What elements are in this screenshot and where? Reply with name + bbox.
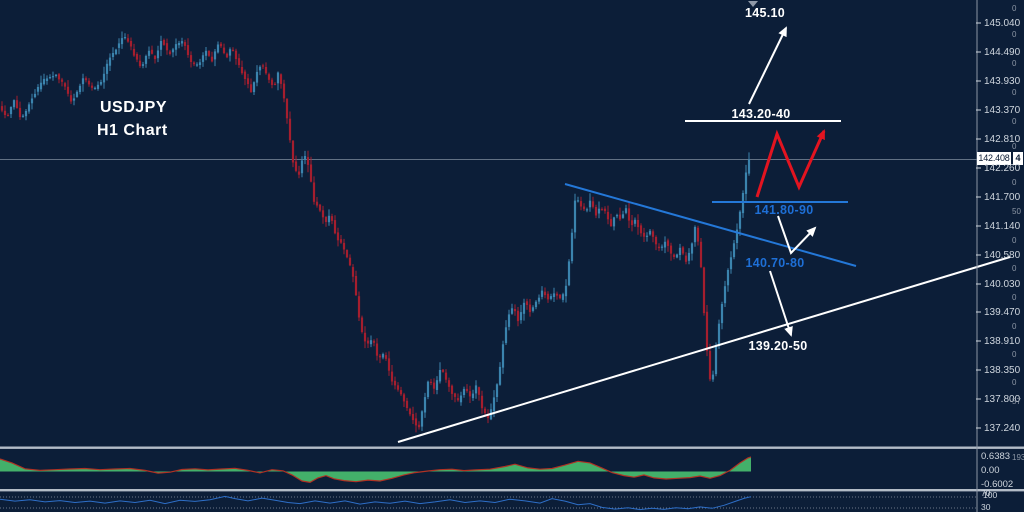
price-axis-label: 140.030 <box>984 279 1021 290</box>
annotation-zone-139: 139.20-50 <box>748 339 808 353</box>
stoch-level-70: 70 <box>981 488 991 498</box>
bid-price-box: 142.408 <box>977 152 1011 165</box>
annotation-target-145: 145.10 <box>744 6 786 20</box>
axis-edge-fragment: 193 <box>1012 453 1024 462</box>
annotation-zone-143: 143.20-40 <box>731 107 791 121</box>
axis-edge-fragment: 0 <box>1012 236 1017 245</box>
axis-edge-fragment: 0 <box>1012 350 1017 359</box>
axis-edge-fragment: 0 <box>1012 378 1017 387</box>
timeframe-label: H1 Chart <box>97 122 168 139</box>
price-axis-label: 141.140 <box>984 221 1021 232</box>
price-axis-label: 139.470 <box>984 307 1021 318</box>
axis-edge-fragment: 0 <box>1012 178 1017 187</box>
axis-edge-fragment: 57 <box>1012 397 1021 406</box>
stoch-level-30: 30 <box>981 502 991 512</box>
annotation-zone-141: 141.80-90 <box>754 203 814 217</box>
annotation-zone-140: 140.70-80 <box>745 256 805 270</box>
bid-subdigit-box: 4 <box>1013 152 1023 165</box>
axis-edge-fragment: 0 <box>1012 142 1017 151</box>
axis-edge-fragment: 0 <box>1012 30 1017 39</box>
axis-edge-fragment: 0 <box>1012 264 1017 273</box>
axis-edge-fragment: 0 <box>1012 4 1017 13</box>
price-axis-label: 137.240 <box>984 423 1021 434</box>
price-axis-label: 142.810 <box>984 134 1021 145</box>
price-axis-label: 142.260 <box>984 163 1021 174</box>
price-axis-label: 143.930 <box>984 76 1021 87</box>
axis-edge-fragment: 0 <box>1012 322 1017 331</box>
macd-value-zero: 0.00 <box>981 465 1000 476</box>
axis-edge-fragment: 50 <box>1012 207 1021 216</box>
axis-edge-fragment: 0 <box>1012 59 1017 68</box>
price-axis-label: 138.910 <box>984 336 1021 347</box>
macd-value-low: -0.6002 <box>981 479 1014 490</box>
axis-edge-fragment: 0 <box>1012 88 1017 97</box>
macd-value-high: 0.6383 <box>981 451 1011 462</box>
symbol-label: USDJPY <box>100 99 168 116</box>
axis-edge-fragment: 0 <box>1012 117 1017 126</box>
price-axis-label: 143.370 <box>984 105 1021 116</box>
price-axis-label: 141.700 <box>984 192 1021 203</box>
price-axis-label: 140.580 <box>984 250 1021 261</box>
price-axis-label: 138.350 <box>984 365 1021 376</box>
stoch-level-100: 100 <box>983 490 998 500</box>
price-axis-label: 137.800 <box>984 394 1021 405</box>
price-axis-label: 145.040 <box>984 18 1021 29</box>
price-axis-label: 144.490 <box>984 47 1021 58</box>
axis-edge-fragment: 0 <box>1012 293 1017 302</box>
